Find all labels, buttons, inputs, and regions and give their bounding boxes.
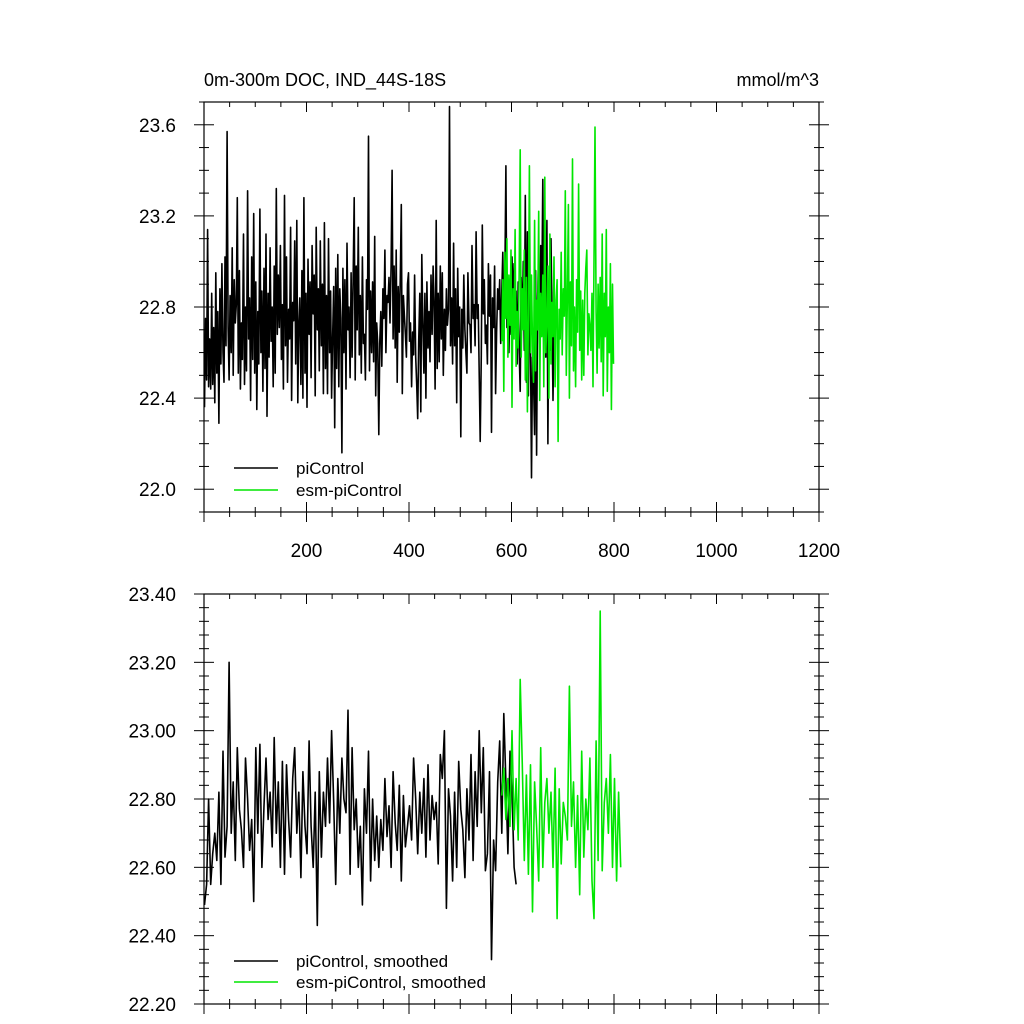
x-tick-label: 1000 bbox=[695, 541, 737, 562]
y-tick-label: 22.80 bbox=[128, 790, 176, 811]
top-series-group bbox=[203, 105, 615, 479]
top-legend: piControl esm-piControl bbox=[234, 459, 402, 500]
top-y-tick-labels: 22.0 22.4 22.8 23.2 23.6 bbox=[139, 116, 176, 501]
x-tick-label: 1200 bbox=[798, 541, 840, 562]
x-tick-label: 400 bbox=[393, 541, 425, 562]
y-tick-label: 22.40 bbox=[128, 927, 176, 948]
chart-title: 0m-300m DOC, IND_44S-18S bbox=[204, 70, 446, 91]
bottom-panel: 22.20 22.40 22.60 22.80 23.00 23.20 23.40 piCo… bbox=[128, 585, 829, 1016]
y-tick-label: 23.6 bbox=[139, 116, 176, 137]
bottom-y-tick-labels: 22.20 22.40 22.60 22.80 23.00 23.20 23.40 bbox=[128, 585, 176, 1016]
legend-label-esm-picontrol: esm-piControl bbox=[296, 481, 402, 500]
legend-label-esm-picontrol-smoothed: esm-piControl, smoothed bbox=[296, 973, 486, 992]
bottom-legend: piControl, smoothed esm-piControl, smoot… bbox=[234, 952, 486, 992]
y-tick-label: 22.20 bbox=[128, 995, 176, 1016]
legend-label-picontrol: piControl bbox=[296, 459, 364, 478]
units-label: mmol/m^3 bbox=[737, 70, 819, 90]
y-tick-label: 23.20 bbox=[128, 653, 176, 674]
x-tick-label: 800 bbox=[598, 541, 630, 562]
top-x-tick-labels: 200 400 600 800 1000 1200 bbox=[291, 541, 840, 562]
x-tick-label: 200 bbox=[291, 541, 323, 562]
y-tick-label: 22.8 bbox=[139, 298, 176, 319]
y-tick-label: 22.0 bbox=[139, 480, 176, 501]
top-axis-ticks bbox=[194, 101, 829, 522]
y-tick-label: 23.2 bbox=[139, 207, 176, 228]
y-tick-label: 22.4 bbox=[139, 389, 176, 410]
legend-label-picontrol-smoothed: piControl, smoothed bbox=[296, 952, 448, 971]
series-line-picontrol-smoothed bbox=[203, 661, 517, 961]
y-tick-label: 22.60 bbox=[128, 858, 176, 879]
bottom-series-group bbox=[203, 610, 622, 961]
y-tick-label: 23.40 bbox=[128, 585, 176, 606]
series-line-esm-picontrol-smoothed bbox=[501, 610, 622, 920]
series-line-esm-picontrol bbox=[501, 126, 615, 443]
top-panel: 0m-300m DOC, IND_44S-18S mmol/m^3 22.022… bbox=[139, 70, 840, 562]
x-tick-label: 600 bbox=[496, 541, 528, 562]
series-line-picontrol bbox=[203, 105, 556, 479]
y-tick-label: 23.00 bbox=[128, 722, 176, 743]
bottom-axis-ticks bbox=[194, 593, 829, 1014]
